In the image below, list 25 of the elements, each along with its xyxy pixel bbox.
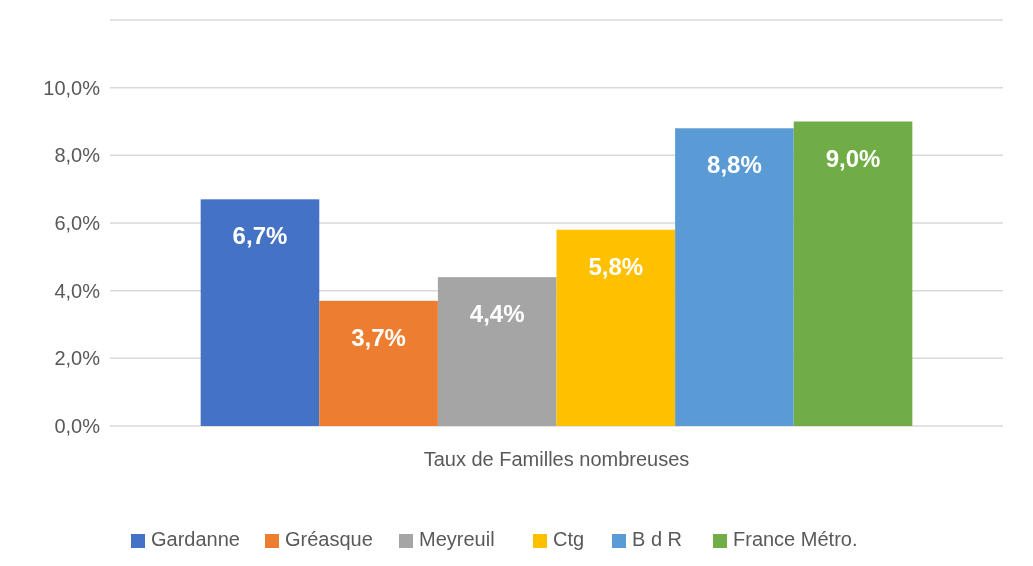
y-tick-label: 2,0% <box>54 347 101 370</box>
y-tick-label: 0,0% <box>54 415 101 437</box>
legend-label: B d R <box>632 528 683 550</box>
y-tick-label: 4,0% <box>54 279 101 302</box>
data-label: 5,8% <box>588 252 644 280</box>
legend-label: Gardanne <box>151 528 240 550</box>
legend-label: France Métro. <box>733 528 858 550</box>
bar <box>319 300 438 426</box>
data-label: 4,4% <box>469 300 525 328</box>
y-tick-label: 10,0% <box>43 76 101 99</box>
bar <box>437 277 557 426</box>
data-label: 9,0% <box>825 144 881 172</box>
data-label: 8,8% <box>707 151 762 179</box>
bar <box>556 229 676 426</box>
x-tick-label: Taux de Familles nombreuses <box>423 448 690 470</box>
legend-label: Meyreuil <box>419 528 495 550</box>
y-tick-label: 8,0% <box>54 144 101 167</box>
data-label: 3,7% <box>351 323 406 351</box>
bar <box>793 121 913 426</box>
legend-label: Gréasque <box>285 528 373 550</box>
legend-label: Ctg <box>553 528 585 550</box>
y-tick-label: 6,0% <box>54 212 101 234</box>
data-label: 6,7% <box>232 222 288 250</box>
bar <box>675 128 794 426</box>
bar <box>200 199 320 426</box>
